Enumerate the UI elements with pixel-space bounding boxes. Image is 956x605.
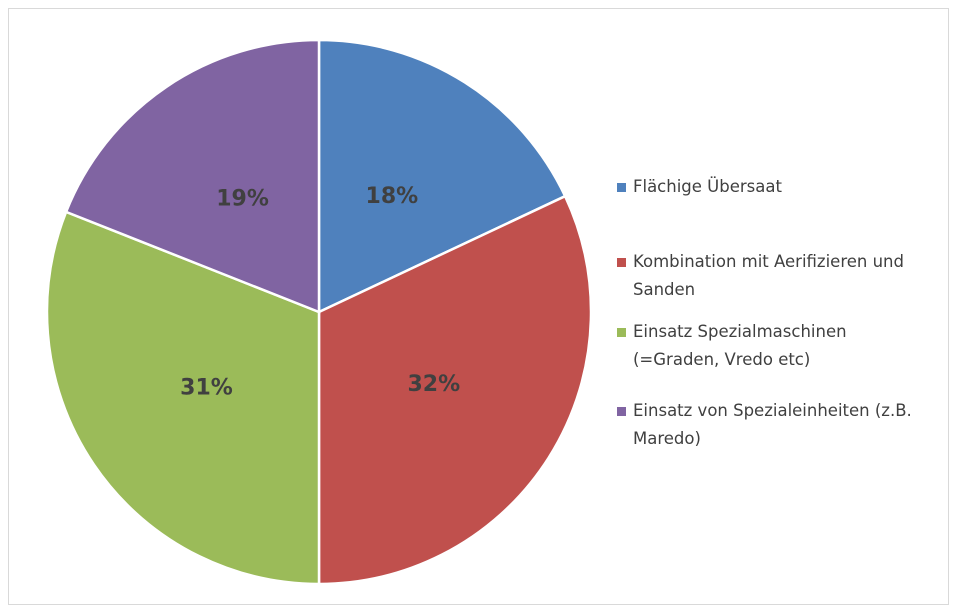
data-label: 18%	[366, 184, 419, 209]
legend-swatch	[617, 328, 626, 337]
legend-label: Einsatz Spezialmaschinen (=Graden, Vredo…	[633, 322, 847, 369]
legend-swatch	[617, 407, 626, 416]
legend-label: Kombination mit Aerifizieren und Sanden	[633, 252, 904, 299]
pie-slice	[317, 194, 593, 586]
data-label: 19%	[216, 187, 269, 212]
legend-label: Einsatz von Spezialeinheiten (z.B. Mared…	[633, 401, 912, 448]
legend-swatch	[617, 258, 626, 267]
data-label: 32%	[407, 372, 460, 397]
legend-swatch	[617, 183, 626, 192]
legend-entry: Einsatz Spezialmaschinen (=Graden, Vredo…	[617, 318, 947, 374]
pie-slice	[64, 38, 321, 314]
legend-entry: Einsatz von Spezialeinheiten (z.B. Mared…	[617, 397, 947, 453]
data-label: 31%	[180, 375, 233, 400]
pie-slice	[45, 210, 321, 586]
pie-slice	[317, 38, 567, 314]
legend-label: Flächige Übersaat	[633, 177, 782, 196]
legend-entry: Flächige Übersaat	[617, 173, 947, 201]
legend-entry: Kombination mit Aerifizieren und Sanden	[617, 248, 947, 304]
